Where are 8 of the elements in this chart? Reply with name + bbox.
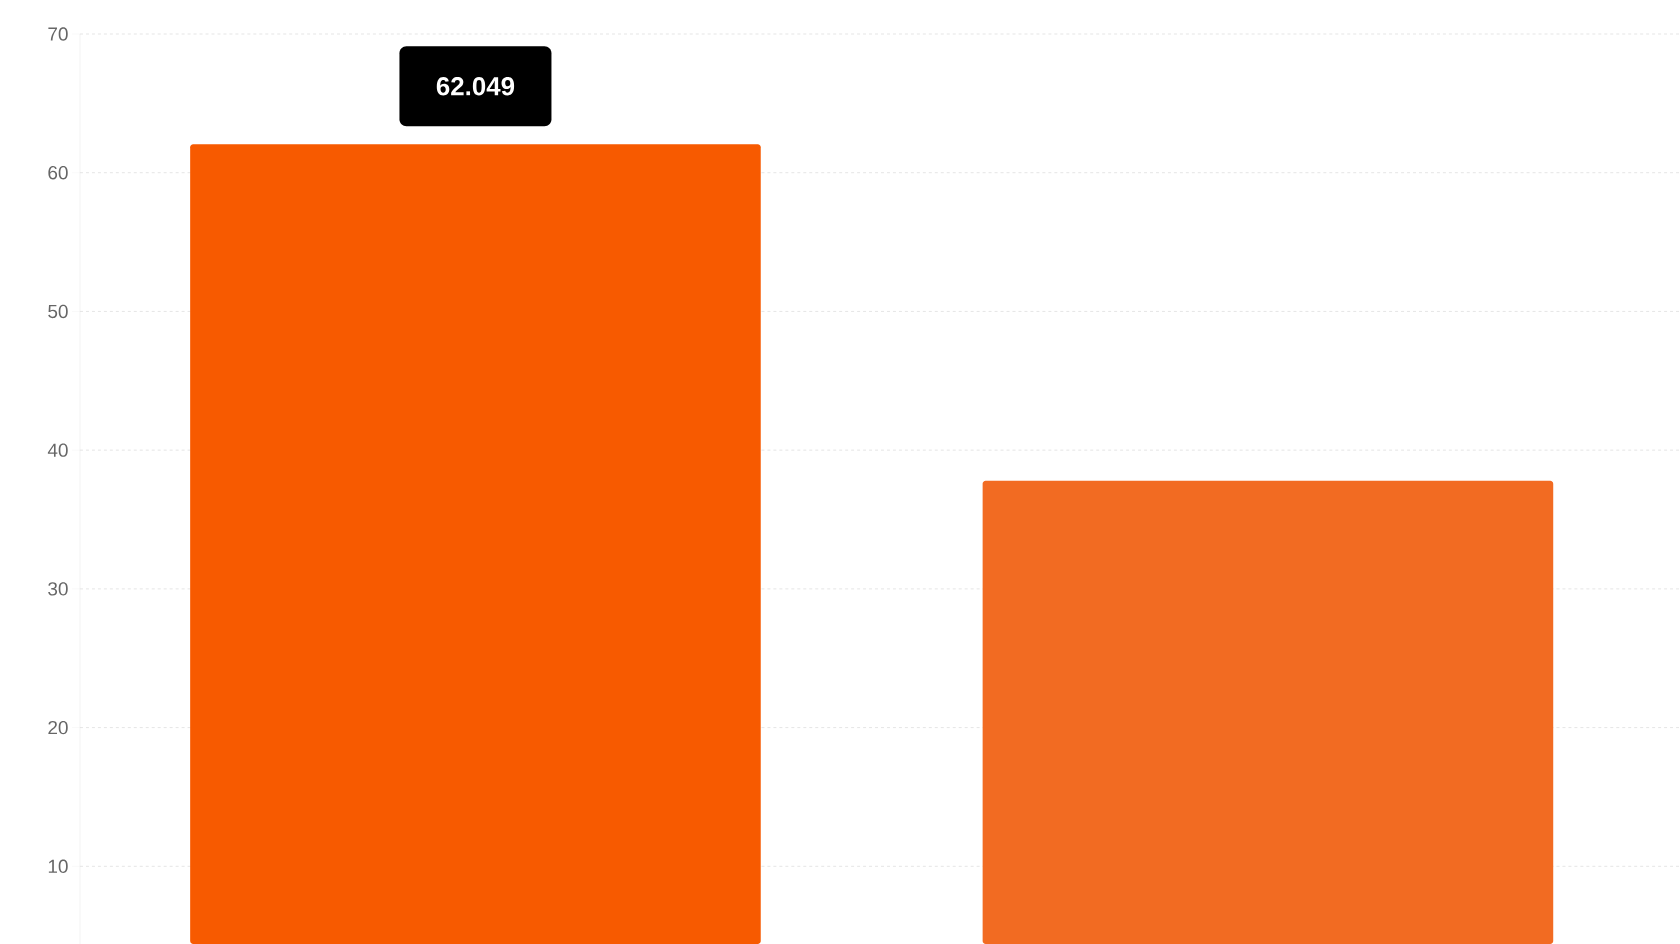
y-tick-label: 50 [48,304,68,319]
y-tick-label: 20 [48,720,68,735]
y-tick-label: 60 [48,166,68,180]
y-tick-label: 10 [48,859,68,874]
data-label: 62.049 [436,77,515,96]
y-tick-label: 40 [47,443,68,457]
y-tick-label: 70 [48,27,68,41]
y-tick-label: 30 [48,582,68,596]
